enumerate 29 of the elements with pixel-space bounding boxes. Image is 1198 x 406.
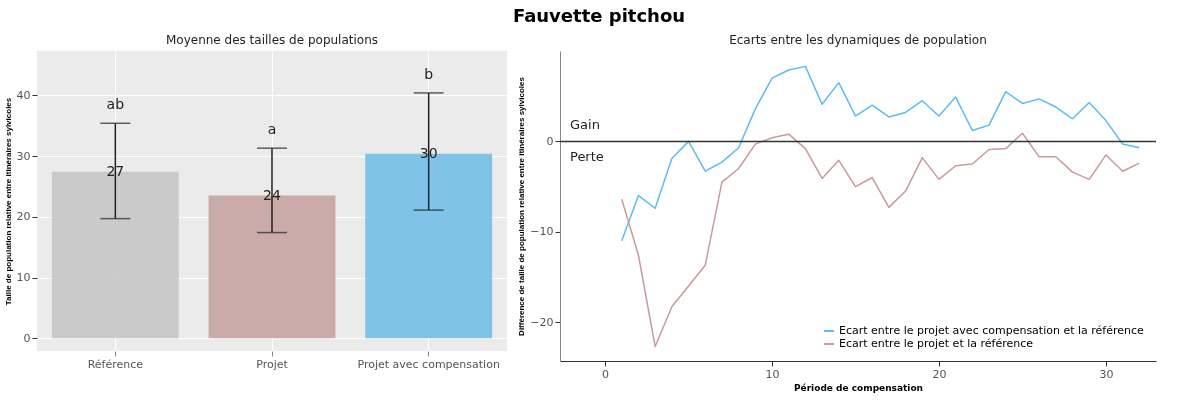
x-tick-label: 0 bbox=[602, 367, 610, 381]
chart-title: Moyenne des tailles de populations bbox=[165, 33, 379, 47]
y-tick-label: 40 bbox=[16, 88, 31, 102]
line-series bbox=[621, 65, 1141, 242]
annotation: a bbox=[267, 121, 277, 138]
y-tick-label: 20 bbox=[16, 210, 31, 224]
y-tick-label: −10 bbox=[530, 225, 554, 239]
y-axis-title: Taille de population relative entre itinéraires sylvicoles bbox=[3, 97, 13, 306]
annotation: ab bbox=[106, 96, 125, 113]
y-tick-label: −20 bbox=[530, 315, 554, 329]
annotation: b bbox=[424, 65, 434, 82]
x-tick-label: Projet avec compensation bbox=[357, 357, 500, 371]
legend-label: Ecart entre le projet avec compensation et la référence bbox=[839, 324, 1145, 337]
y-tick-label: 10 bbox=[16, 271, 31, 285]
annotation: Perte bbox=[570, 149, 604, 165]
x-axis-title: Période de compensation bbox=[793, 382, 924, 393]
y-tick-label: 30 bbox=[16, 149, 31, 163]
y-axis-title: Différence de taille de population relative entre itinéraires sylvicoles bbox=[517, 76, 527, 336]
annotation: Gain bbox=[570, 117, 600, 133]
y-tick-label: 0 bbox=[546, 134, 554, 148]
x-tick-label: Projet bbox=[256, 357, 289, 371]
y-tick-label: 0 bbox=[23, 331, 31, 345]
legend-label: Ecart entre le projet et la référence bbox=[839, 337, 1034, 350]
x-tick-label: Référence bbox=[87, 357, 144, 371]
x-tick-label: 20 bbox=[932, 367, 947, 381]
text: Fauvette pitchou bbox=[512, 4, 686, 26]
x-tick-label: 10 bbox=[765, 367, 780, 381]
x-tick-label: 30 bbox=[1099, 367, 1114, 381]
chart-title: Ecarts entre les dynamiques de population bbox=[729, 33, 987, 47]
